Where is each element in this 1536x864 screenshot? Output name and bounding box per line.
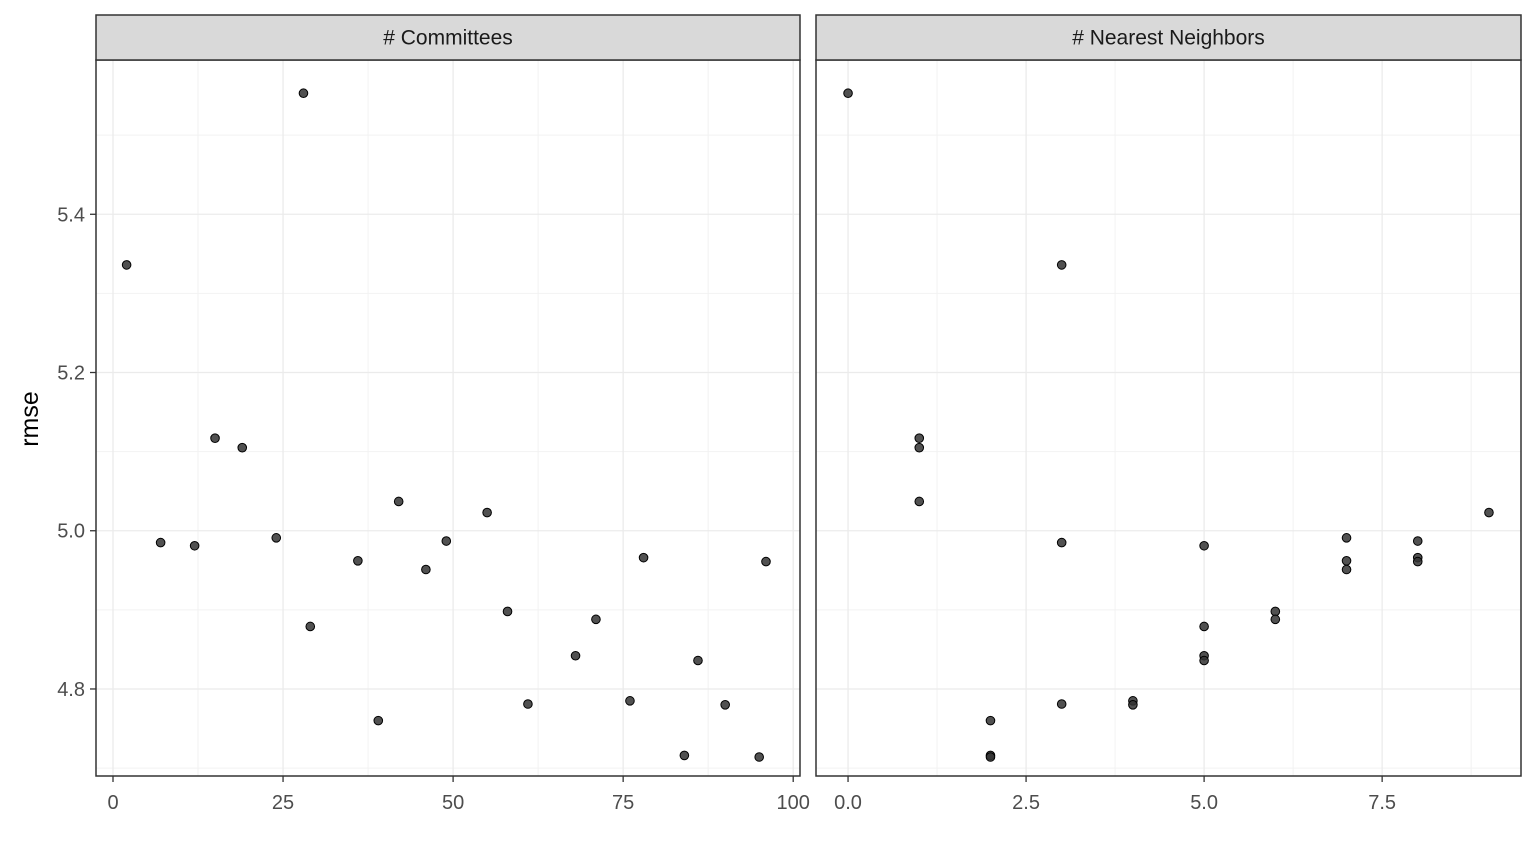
data-point — [502, 606, 513, 617]
data-point — [914, 433, 925, 443]
facet-strip-label: # Nearest Neighbors — [1072, 27, 1265, 50]
data-point — [1341, 564, 1352, 575]
data-point — [1128, 699, 1138, 710]
x-tick-label: 100 — [777, 792, 810, 814]
data-point — [625, 696, 635, 706]
data-point — [1341, 533, 1352, 543]
facet-strip — [95, 14, 801, 61]
data-point — [155, 537, 166, 548]
data-point — [189, 540, 200, 551]
x-tick-label: 0 — [107, 792, 118, 814]
data-point — [1199, 655, 1209, 666]
data-point — [1056, 699, 1067, 709]
data-point — [761, 556, 771, 567]
data-point — [393, 496, 404, 507]
x-tick-label: 0.0 — [834, 792, 862, 814]
data-point — [353, 556, 363, 566]
data-point — [1270, 614, 1281, 625]
x-tick-label: 5.0 — [1190, 792, 1218, 814]
data-point — [914, 496, 925, 507]
x-tick-label: 7.5 — [1368, 792, 1396, 814]
panel-background — [816, 60, 1521, 776]
data-point — [914, 442, 925, 453]
x-tick-label: 50 — [442, 792, 464, 814]
data-point — [1412, 556, 1423, 567]
x-tick-label: 2.5 — [1012, 792, 1040, 814]
data-point — [1412, 536, 1423, 546]
panel-1: # Committees 0 25 50 75 100 4.8 5.0 5.2 5.4 — [57, 14, 810, 814]
data-point — [570, 650, 581, 661]
facet-strip — [815, 14, 1522, 61]
data-point — [843, 88, 853, 99]
data-point — [373, 715, 384, 726]
x-tick-label: 25 — [272, 792, 294, 814]
data-point — [210, 433, 220, 443]
data-point — [121, 260, 132, 270]
panels: # Committees 0 25 50 75 100 4.8 5.0 5.2 5.4 # Near… — [57, 14, 1522, 814]
data-point — [638, 552, 649, 563]
facet-strip-label: # Committees — [383, 27, 513, 50]
data-point — [237, 442, 248, 453]
data-point — [523, 699, 533, 709]
panel-2: # Nearest Neighbors 0.0 2.5 5.0 7.5 — [815, 14, 1522, 814]
x-tick-label: 75 — [612, 792, 634, 814]
data-point — [591, 614, 601, 625]
data-point — [1056, 537, 1067, 548]
data-point — [298, 88, 309, 99]
data-point — [1199, 621, 1209, 632]
data-point — [482, 507, 492, 518]
data-point — [754, 752, 764, 762]
y-tick-label: 5.4 — [57, 204, 85, 226]
data-point — [1341, 556, 1352, 566]
data-point — [271, 533, 282, 543]
data-point — [421, 564, 431, 575]
data-point — [1199, 540, 1209, 551]
y-axis-title: rmse — [16, 391, 44, 447]
data-point — [985, 752, 996, 762]
panel-background — [96, 60, 800, 776]
data-point — [985, 715, 996, 726]
y-tick-label: 5.2 — [57, 363, 85, 385]
y-tick-label: 4.8 — [57, 679, 85, 701]
data-point — [441, 536, 452, 546]
data-point — [1484, 507, 1494, 518]
data-point — [305, 621, 316, 632]
data-point — [1270, 606, 1281, 617]
data-point — [1056, 260, 1067, 270]
data-point — [720, 699, 730, 710]
data-point — [679, 750, 690, 761]
data-point — [693, 655, 703, 666]
y-tick-label: 5.0 — [57, 521, 85, 543]
